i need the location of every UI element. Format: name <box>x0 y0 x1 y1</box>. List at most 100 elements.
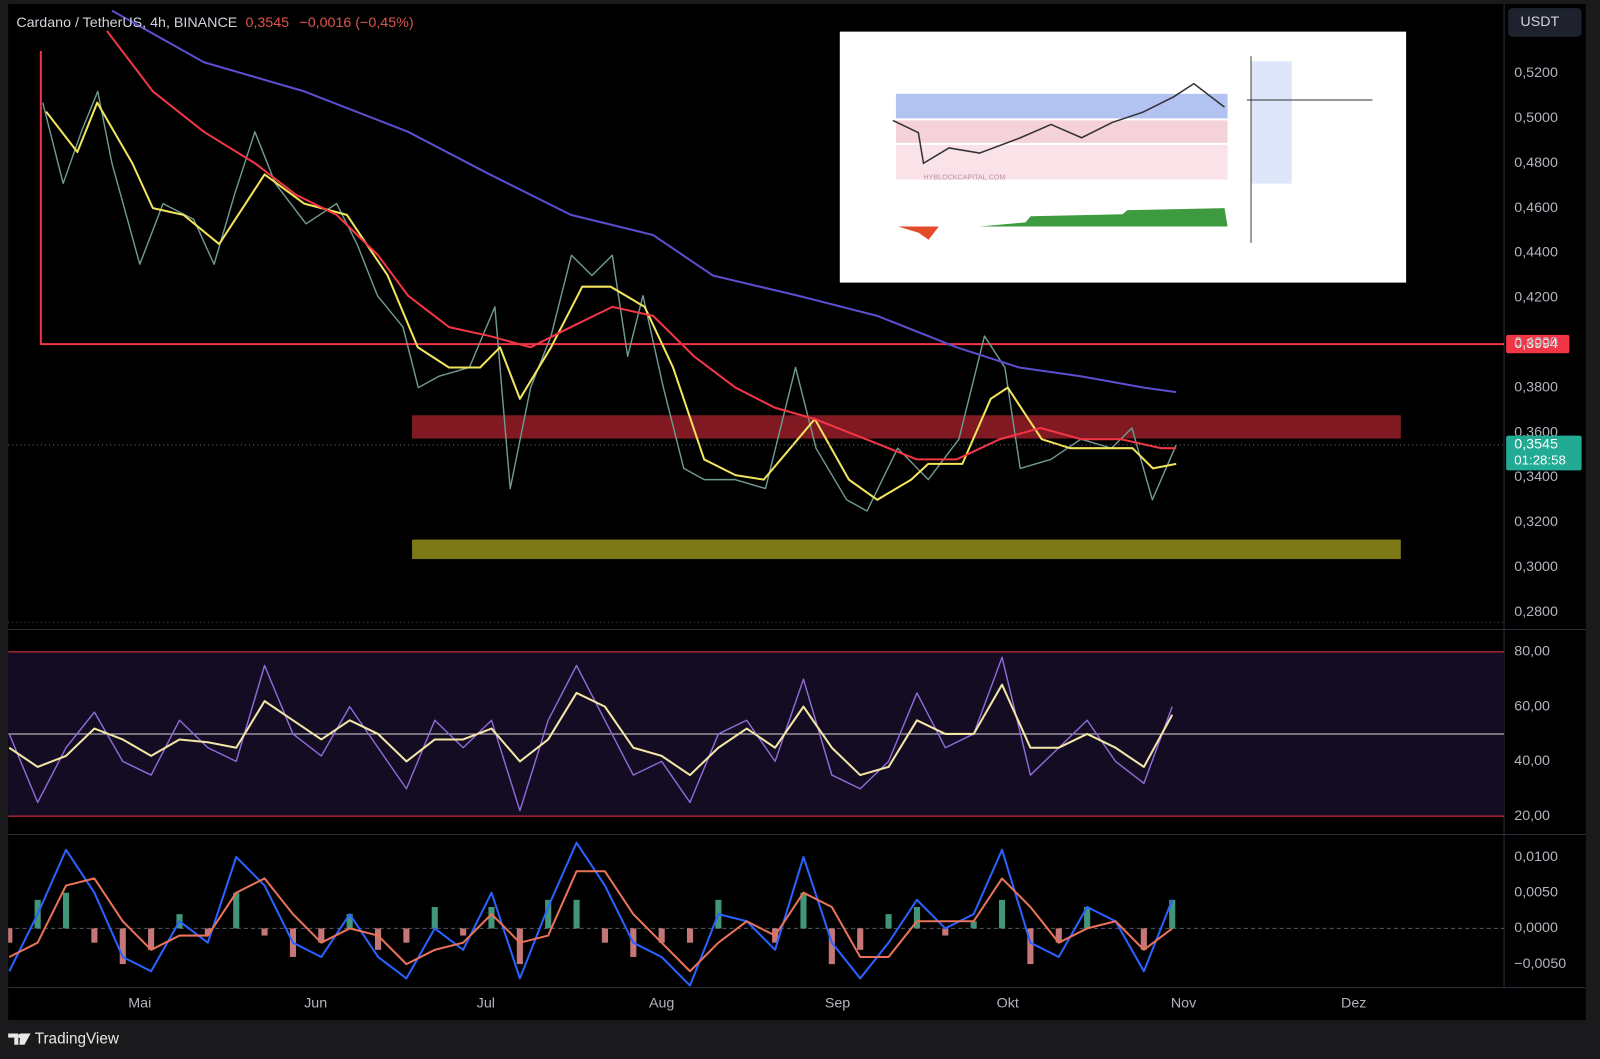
histogram-bar <box>62 892 70 929</box>
y-tick-label: 0,4400 <box>1514 245 1558 261</box>
brand-logo-dot <box>18 1033 23 1039</box>
inset-decoration <box>892 82 1225 165</box>
histogram-bar <box>318 928 325 943</box>
histogram-bar <box>516 928 523 965</box>
y-tick-label: 0,4800 <box>1514 155 1558 171</box>
series-line <box>106 30 1177 461</box>
footer <box>0 1020 1600 1059</box>
zone <box>412 415 1401 439</box>
histogram-bar <box>346 914 353 929</box>
y-tick-label: −0,0050 <box>1514 956 1566 972</box>
inset-watermark: HYBLOCKCAPITAL.COM <box>923 173 1005 181</box>
inset-image: HYBLOCKCAPITAL.COM <box>839 31 1407 283</box>
symbol-title: Cardano / TetherUS, 4h, BINANCE <box>16 15 237 31</box>
y-tick-label: 0,3400 <box>1514 469 1558 485</box>
pane <box>8 651 1505 817</box>
x-tick-label: Jun <box>304 996 327 1012</box>
price-label-box <box>1506 334 1570 354</box>
histogram-bar <box>998 899 1006 929</box>
histogram-bar <box>970 921 977 929</box>
y-tick-label: 0,3000 <box>1514 559 1558 575</box>
y-tick-label: 0,4600 <box>1514 200 1558 216</box>
x-tick-label: Mai <box>128 996 151 1012</box>
histogram-bar <box>573 899 580 929</box>
histogram-bar <box>374 928 382 950</box>
pane <box>41 9 1505 560</box>
series-line <box>8 656 1173 812</box>
inset-decoration <box>1251 61 1292 184</box>
series-line <box>8 870 1173 973</box>
y-tick-label: 0,5200 <box>1514 65 1558 81</box>
zone <box>412 539 1401 560</box>
price-label: 0,3994 <box>1514 336 1558 352</box>
histogram-bar <box>1140 928 1147 950</box>
histogram-bar <box>488 906 495 929</box>
y-tick-label: 20,00 <box>1514 808 1550 824</box>
y-tick-label: 0,0000 <box>1514 920 1558 936</box>
histogram-bar <box>1169 899 1176 929</box>
x-tick-label: Sep <box>825 996 850 1012</box>
series-line <box>8 841 1174 987</box>
histogram-bar <box>1084 906 1091 929</box>
inset-decoration <box>897 226 939 240</box>
histogram-bar <box>119 928 126 965</box>
pane <box>8 841 1505 987</box>
histogram-bar <box>91 928 98 943</box>
y-tick-label: 0,0050 <box>1514 884 1558 900</box>
y-tick-label: 0,4200 <box>1514 290 1558 306</box>
currency-label[interactable]: USDT <box>1520 14 1559 30</box>
inset-decoration <box>895 144 1228 180</box>
histogram-bar <box>403 928 410 943</box>
histogram-bar <box>942 928 949 936</box>
histogram-bar <box>913 906 921 929</box>
histogram-bar <box>431 906 438 929</box>
countdown: 01:28:58 <box>1514 453 1566 468</box>
header-price: 0,3545 <box>245 15 289 31</box>
histogram-bar <box>658 928 665 943</box>
series-line <box>42 90 1177 512</box>
series-line <box>8 683 1174 777</box>
last-price-box <box>1506 435 1582 471</box>
histogram-bar <box>828 928 835 965</box>
y-tick-label: 60,00 <box>1514 698 1550 714</box>
series-line <box>111 9 1177 394</box>
inset-decoration <box>979 208 1228 227</box>
brand-name[interactable]: TradingView <box>35 1031 120 1048</box>
y-tick-label: 0,2800 <box>1514 604 1558 620</box>
y-tick-label: 80,00 <box>1514 644 1550 660</box>
series-line <box>45 101 1177 501</box>
chart-layer: Mai Jun Jul Aug Sep Okt Nov Dez 0,3994 0,2800 0,30… <box>8 9 1582 1012</box>
histogram-bar <box>204 928 211 936</box>
x-tick-label: Dez <box>1341 996 1366 1012</box>
y-tick-label: 0,3200 <box>1514 514 1558 530</box>
histogram-bar <box>800 892 807 929</box>
histogram-bar <box>1027 928 1034 965</box>
y-tick-label: 0,4000 <box>1514 335 1558 351</box>
last-price-label: 0,3545 <box>1514 437 1558 453</box>
brand-logo <box>8 1033 31 1045</box>
currency-button[interactable] <box>1508 8 1582 37</box>
x-tick-label: Aug <box>649 996 674 1012</box>
histogram-bar <box>601 928 609 943</box>
inset-decoration <box>895 120 1228 143</box>
x-tick-label: Nov <box>1171 996 1197 1012</box>
histogram-bar <box>261 928 268 936</box>
histogram-bar <box>857 928 864 950</box>
y-tick-label: 0,0100 <box>1514 849 1558 865</box>
y-tick-label: 0,5000 <box>1514 110 1558 126</box>
x-tick-label: Okt <box>997 996 1019 1012</box>
x-tick-label: Jul <box>477 996 495 1012</box>
inset-decoration <box>895 93 1228 119</box>
histogram-bar <box>148 928 155 950</box>
header-change: −0,0016 (−0,45%) <box>299 15 413 31</box>
histogram-bar <box>885 914 892 929</box>
histogram-bar <box>233 892 240 929</box>
y-tick-label: 40,00 <box>1514 753 1550 769</box>
histogram-bar <box>1055 928 1062 943</box>
histogram-bar <box>545 899 552 929</box>
y-tick-label: 0,3800 <box>1514 379 1558 395</box>
histogram-bar <box>686 928 694 943</box>
histogram-bar <box>460 928 467 936</box>
